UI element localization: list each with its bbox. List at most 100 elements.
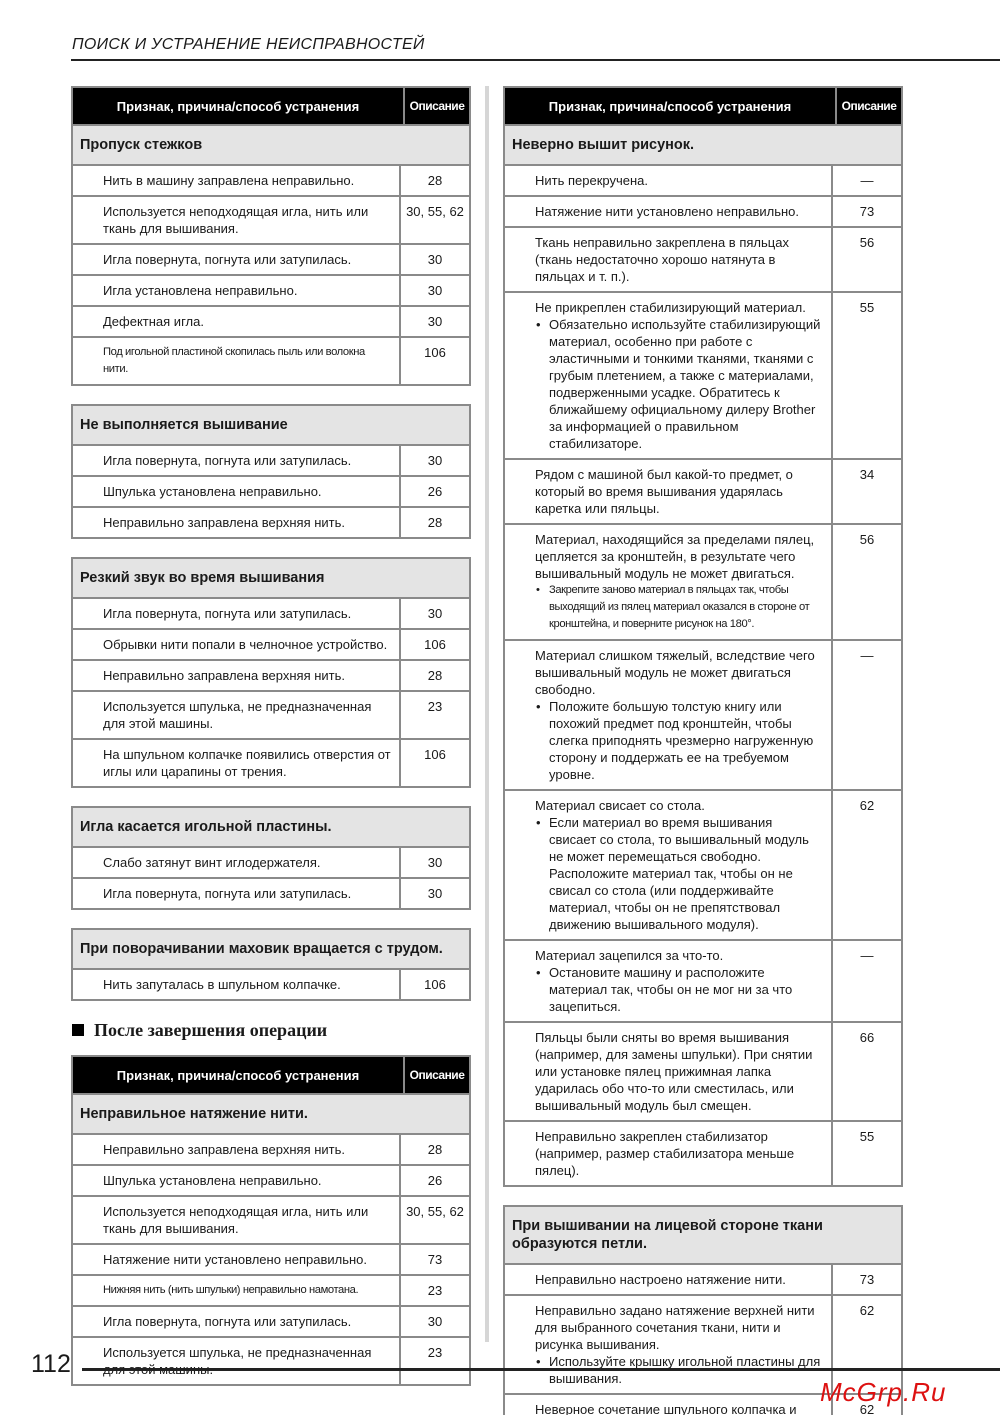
- cause-text: Под игольной пластиной скопилась пыль ил…: [103, 346, 365, 375]
- table-row: Натяжение нити установлено неправильно. 7…: [73, 1243, 469, 1274]
- cause-cell: Нить запуталась в шпульном колпачке.: [73, 970, 401, 999]
- cause-text: Неверное сочетание шпульного колпачка и …: [535, 1402, 797, 1415]
- reference-page: 62: [859, 1303, 875, 1318]
- cause-text: Игла повернута, погнута или затупилась.: [103, 606, 352, 621]
- right-column: Признак, причина/способ устранения Описан…: [503, 86, 903, 1415]
- cause-text: Неправильно закреплен стабилизатор (напр…: [535, 1129, 795, 1178]
- cause-text: Неправильно задано натяжение верхней нит…: [535, 1303, 815, 1352]
- cause-cell: Материал слишком тяжелый, вследствие чег…: [505, 641, 833, 789]
- reference-page: 106: [424, 637, 446, 652]
- troubleshooting-table: При поворачивании маховик вращается с тр…: [71, 928, 471, 1001]
- cause-text: Ткань неправильно закреплена в пяльцах (…: [535, 235, 789, 284]
- cause-cell: Материал свисает со стола.Если материал …: [505, 791, 833, 939]
- symptom-group-title: Пропуск стежков: [73, 124, 469, 164]
- table-row: Материал зацепился за что-то.Остановите …: [505, 939, 901, 1021]
- cause-cell: Под игольной пластиной скопилась пыль ил…: [73, 338, 401, 384]
- cause-text: Пяльцы были сняты во время вышивания (на…: [535, 1030, 813, 1113]
- column-header-cause: Признак, причина/способ устранения: [73, 1057, 405, 1093]
- table-row: Игла повернута, погнута или затупилась. 3…: [73, 877, 469, 908]
- remedy-bullet: Если материал во время вышивания свисает…: [535, 814, 823, 933]
- column-header-cause: Признак, причина/способ устранения: [505, 88, 837, 124]
- reference-page: —: [860, 948, 874, 963]
- reference-page: 73: [859, 1272, 875, 1287]
- remedy-bullet: Используйте крышку игольной пластины для…: [535, 1353, 823, 1387]
- table-row: Используется неподходящая игла, нить или…: [73, 1195, 469, 1243]
- table-row: Игла повернута, погнута или затупилась. 3…: [73, 444, 469, 475]
- table-row: Шпулька установлена неправильно. 26: [73, 1164, 469, 1195]
- troubleshooting-table: Резкий звук во время вышивания Игла повер…: [71, 557, 471, 788]
- cause-cell: Нить в машину заправлена неправильно.: [73, 166, 401, 195]
- table-header: Признак, причина/способ устранения Описан…: [73, 1057, 469, 1093]
- cause-text: Используется неподходящая игла, нить или…: [103, 204, 369, 236]
- reference-page: 106: [424, 345, 446, 360]
- table-row: Нить перекручена. —: [505, 164, 901, 195]
- symptom-group-title: Резкий звук во время вышивания: [73, 559, 469, 597]
- reference-page: 26: [427, 484, 443, 499]
- reference-page: 28: [427, 515, 443, 530]
- cause-text: Используется шпулька, не предназначенная…: [103, 1345, 372, 1377]
- section-heading-text: После завершения операции: [94, 1020, 328, 1040]
- reference-page: 28: [427, 1142, 443, 1157]
- table-row: Материал, находящийся за пределами пялец…: [505, 523, 901, 639]
- table-row: Рядом с машиной был какой-то предмет, о …: [505, 458, 901, 523]
- cause-cell: Используется неподходящая игла, нить или…: [73, 1197, 401, 1243]
- cause-text: Игла повернута, погнута или затупилась.: [103, 453, 352, 468]
- table-row: Слабо затянут винт иглодержателя. 30: [73, 846, 469, 877]
- cause-cell: Ткань неправильно закреплена в пяльцах (…: [505, 228, 833, 291]
- column-divider: [485, 86, 489, 1342]
- cause-cell: Неверное сочетание шпульного колпачка и …: [505, 1395, 833, 1415]
- reference-page: 106: [424, 977, 446, 992]
- cause-text: Материал слишком тяжелый, вследствие чег…: [535, 648, 815, 697]
- cause-cell: Используется шпулька, не предназначенная…: [73, 1338, 401, 1384]
- table-row: Неправильно настроено натяжение нити. 73: [505, 1263, 901, 1294]
- symptom-group-title: Не выполняется вышивание: [73, 406, 469, 444]
- cause-cell: Дефектная игла.: [73, 307, 401, 336]
- table-row: Материал слишком тяжелый, вследствие чег…: [505, 639, 901, 789]
- reference-page: —: [860, 173, 874, 188]
- square-bullet-icon: [72, 1024, 84, 1036]
- cause-text: Материал свисает со стола.: [535, 798, 705, 813]
- cause-text: Игла установлена неправильно.: [103, 283, 298, 298]
- remedy-bullet: Положите большую толстую книгу или похож…: [535, 698, 823, 783]
- cause-text: Нить в машину заправлена неправильно.: [103, 173, 355, 188]
- reference-page: 73: [859, 204, 875, 219]
- cause-cell: Шпулька установлена неправильно.: [73, 477, 401, 506]
- cause-text: Не прикреплен стабилизирующий материал.: [535, 300, 806, 315]
- cause-cell: Материал зацепился за что-то.Остановите …: [505, 941, 833, 1021]
- symptom-group-title: Игла касается игольной пластины.: [73, 808, 469, 846]
- column-header-reference: Описание: [409, 1068, 465, 1082]
- table-row: Нить в машину заправлена неправильно. 28: [73, 164, 469, 195]
- left-column: Признак, причина/способ устранения Описан…: [71, 86, 471, 1404]
- cause-text: Нижняя нить (нить шпульки) неправильно н…: [103, 1284, 359, 1296]
- table-row: Игла повернута, погнута или затупилась. 3…: [73, 597, 469, 628]
- table-row: Обрывки нити попали в челночное устройст…: [73, 628, 469, 659]
- cause-cell: Используется неподходящая игла, нить или…: [73, 197, 401, 243]
- reference-page: 62: [859, 798, 875, 813]
- cause-text: Игла повернута, погнута или затупилась.: [103, 886, 352, 901]
- cause-cell: Неправильно заправлена верхняя нить.: [73, 661, 401, 690]
- troubleshooting-table: При вышивании на лицевой стороне ткани о…: [503, 1205, 903, 1415]
- remedy-bullet: Остановите машину и расположите материал…: [535, 964, 823, 1015]
- reference-page: 30: [427, 283, 443, 298]
- symptom-group-title: Неверно вышит рисунок.: [505, 124, 901, 164]
- reference-page: 34: [859, 467, 875, 482]
- cause-cell: Обрывки нити попали в челночное устройст…: [73, 630, 401, 659]
- cause-cell: Неправильно заправлена верхняя нить.: [73, 1135, 401, 1164]
- table-row: Неправильно заправлена верхняя нить. 28: [73, 506, 469, 537]
- cause-cell: Нить перекручена.: [505, 166, 833, 195]
- table-row: Натяжение нити установлено неправильно. 7…: [505, 195, 901, 226]
- cause-cell: Игла повернута, погнута или затупилась.: [73, 879, 401, 908]
- cause-text: Игла повернута, погнута или затупилась.: [103, 252, 352, 267]
- cause-text: Натяжение нити установлено неправильно.: [103, 1252, 368, 1267]
- reference-page: 30: [427, 606, 443, 621]
- reference-page: 106: [424, 747, 446, 762]
- column-header-reference: Описание: [841, 99, 897, 113]
- cause-cell: Нижняя нить (нить шпульки) неправильно н…: [73, 1276, 401, 1305]
- cause-cell: Слабо затянут винт иглодержателя.: [73, 848, 401, 877]
- reference-page: 23: [427, 699, 443, 714]
- table-row: Нижняя нить (нить шпульки) неправильно н…: [73, 1274, 469, 1305]
- reference-page: 73: [427, 1252, 443, 1267]
- troubleshooting-table: Не выполняется вышивание Игла повернута, …: [71, 404, 471, 539]
- reference-page: 56: [859, 532, 875, 547]
- reference-page: 30, 55, 62: [406, 204, 464, 219]
